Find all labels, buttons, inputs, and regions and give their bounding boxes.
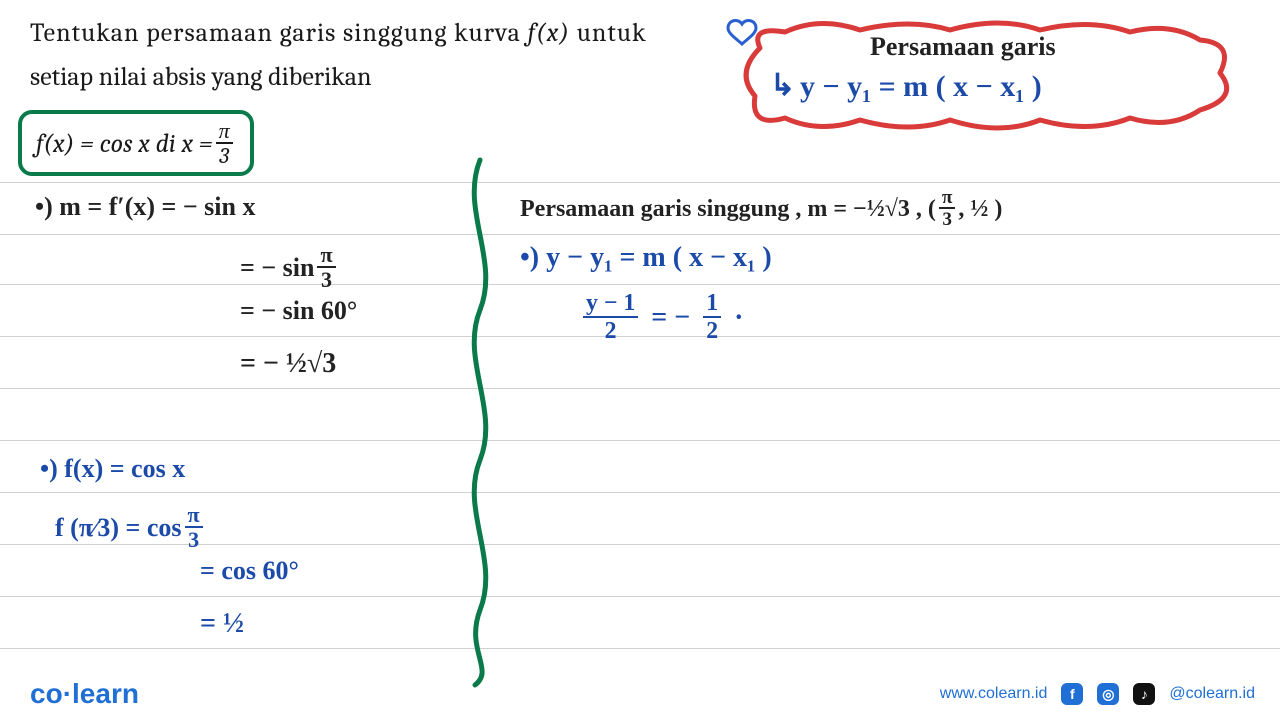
work-right-r2: y − 1 2 = − 1 2 · xyxy=(580,292,743,344)
footer: co·learn www.colearn.id f ◎ ♪ @colearn.i… xyxy=(30,678,1255,710)
work-left-l2-frac: π 3 xyxy=(317,244,335,292)
work-left-l5: •) f(x) = cos x xyxy=(40,454,185,484)
work-left-l2-den: 3 xyxy=(318,268,335,292)
work-left-l6-frac: π 3 xyxy=(185,504,203,552)
boxed-num: π xyxy=(216,120,233,144)
footer-handle: @colearn.id xyxy=(1169,685,1255,703)
boxed-equation: f(x) = cos x di x = π 3 xyxy=(18,110,254,176)
footer-right: www.colearn.id f ◎ ♪ @colearn.id xyxy=(940,683,1255,705)
problem-fx: f(x) xyxy=(528,18,570,48)
boxed-fraction: π 3 xyxy=(216,120,233,168)
tiktok-icon: ♪ xyxy=(1133,683,1155,705)
work-left-l6: f (π⁄3) = cos π 3 xyxy=(55,504,206,552)
content-area: Tentukan persamaan garis singgung kurva … xyxy=(0,0,1280,720)
problem-line-1: Tentukan persamaan garis singgung kurva … xyxy=(30,18,647,48)
work-right-h-post: , ½ ) xyxy=(958,196,1002,223)
work-left-l6-den: 3 xyxy=(185,528,202,552)
logo-dot-icon: · xyxy=(63,678,72,709)
work-left-l4: = − ½√3 xyxy=(240,348,336,380)
footer-url: www.colearn.id xyxy=(940,685,1048,703)
work-right-header: Persamaan garis singgung , m = −½√3 , ( … xyxy=(520,188,1002,230)
callout-formula: y − y₁ = m ( x − x₁ ) xyxy=(800,70,1042,104)
r2-left-bot: 2 xyxy=(602,318,620,344)
problem-text-1a: Tentukan persamaan garis singgung kurva xyxy=(30,18,528,48)
instagram-icon: ◎ xyxy=(1097,683,1119,705)
callout-arrow-icon: ↳ xyxy=(770,68,795,103)
work-left-l6-num: π xyxy=(185,504,203,528)
work-left-l7: = cos 60° xyxy=(200,556,299,586)
boxed-pre: f(x) = cos x di x = xyxy=(36,129,213,159)
work-left-l2-num: π xyxy=(317,244,335,268)
r2-mid: = − xyxy=(651,302,690,334)
work-right-h-den: 3 xyxy=(939,209,955,230)
work-left-l2: = − sin π 3 xyxy=(240,244,339,292)
callout-title: Persamaan garis xyxy=(870,32,1056,62)
brand-logo: co·learn xyxy=(30,678,139,710)
problem-line-2: setiap nilai absis yang diberikan xyxy=(30,62,371,92)
work-left-l2-pre: = − sin xyxy=(240,253,314,283)
logo-a: co xyxy=(30,678,63,709)
work-right-h-num: π xyxy=(939,188,956,209)
facebook-icon: f xyxy=(1061,683,1083,705)
problem-text-1b: untuk xyxy=(570,18,647,48)
work-right-h-pre: Persamaan garis singgung , m = −½√3 , ( xyxy=(520,196,936,223)
r2-left-top: y − 1 xyxy=(583,292,638,318)
work-right-r1: •) y − y₁ = m ( x − x₁ ) xyxy=(520,242,772,274)
work-left-l1: •) m = f′(x) = − sin x xyxy=(35,192,255,222)
r2-dot: · xyxy=(734,302,743,334)
boxed-den: 3 xyxy=(216,144,232,168)
work-left-l8: = ½ xyxy=(200,608,244,640)
work-right-r2-right: 1 2 xyxy=(703,292,721,344)
work-right-r2-left: y − 1 2 xyxy=(583,292,638,344)
logo-b: learn xyxy=(72,678,139,709)
callout-bubble: Persamaan garis ↳ y − y₁ = m ( x − x₁ ) xyxy=(700,18,1240,128)
work-left-l6-pre: f (π⁄3) = cos xyxy=(55,513,182,543)
divider-squiggle xyxy=(450,150,510,690)
r2-right-top: 1 xyxy=(703,292,721,318)
work-left-l3: = − sin 60° xyxy=(240,296,357,326)
r2-right-bot: 2 xyxy=(703,318,721,344)
work-right-h-frac: π 3 xyxy=(939,188,956,230)
